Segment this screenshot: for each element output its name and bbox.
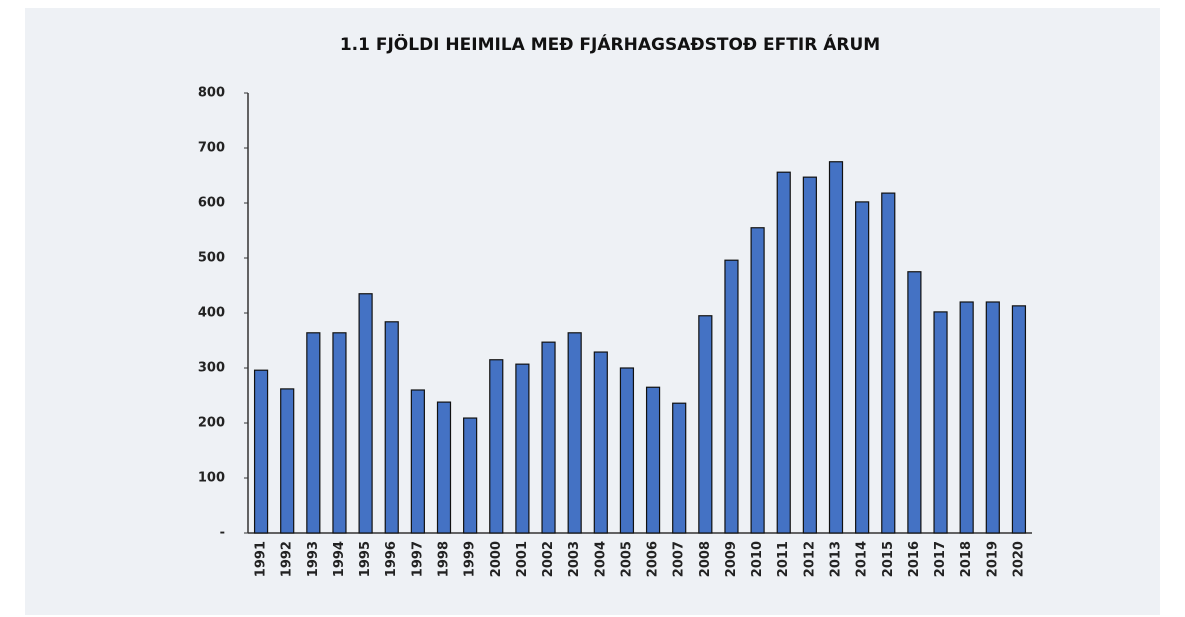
x-tick-label: 2007 [672, 541, 687, 577]
x-tick-label: 2002 [541, 541, 556, 577]
bar [410, 389, 425, 534]
bar [724, 259, 739, 534]
x-tick-label: 2011 [776, 541, 791, 577]
x-tick-label: 2006 [646, 541, 661, 577]
bar [959, 301, 974, 534]
bar [672, 402, 687, 534]
bar [750, 227, 765, 534]
x-tick-label: 2017 [933, 541, 948, 577]
bar [802, 176, 817, 534]
x-tick-label: 2018 [959, 541, 974, 577]
x-tick-label: 2014 [855, 541, 870, 577]
bar [358, 293, 373, 534]
bar [855, 201, 870, 534]
bar [567, 332, 582, 534]
x-tick-label: 2004 [593, 541, 608, 577]
bar [776, 171, 791, 534]
bar [332, 332, 347, 534]
y-tick-label: 800 [198, 86, 225, 101]
y-tick-label: 500 [198, 251, 225, 266]
x-tick-label: 2003 [567, 541, 582, 577]
x-tick-label: 2015 [881, 541, 896, 577]
bar [985, 301, 1000, 534]
bar [384, 321, 399, 534]
bar [463, 417, 478, 534]
y-tick-label: 200 [198, 416, 225, 431]
bar [828, 161, 844, 534]
y-tick-label: 400 [198, 306, 225, 321]
bar [306, 332, 321, 534]
x-tick-label: 2020 [1011, 541, 1026, 577]
x-tick-label: 1998 [437, 541, 452, 577]
bar [933, 311, 948, 534]
x-tick-label: 2012 [802, 541, 817, 577]
x-tick-label: 1994 [332, 541, 347, 577]
x-tick-label: 1999 [463, 541, 478, 577]
y-tick-label: 700 [198, 141, 225, 156]
x-tick-label: 2016 [907, 541, 922, 577]
bar [907, 271, 922, 534]
x-tick-label: 2001 [515, 541, 530, 577]
bar [515, 363, 530, 534]
x-tick-label: 1996 [384, 541, 399, 577]
x-tick-label: 2005 [619, 541, 634, 577]
x-tick-label: 2019 [985, 541, 1000, 577]
bar [698, 315, 713, 534]
y-tick-label: 600 [198, 196, 225, 211]
x-tick-label: 2010 [750, 541, 765, 577]
x-tick-label: 1995 [358, 541, 373, 577]
bar [881, 192, 896, 534]
x-tick-label: 2013 [829, 541, 844, 577]
bar [280, 388, 295, 534]
chart-title: 1.1 FJÖLDI HEIMILA MEÐ FJÁRHAGSAÐSTOÐ EF… [340, 33, 880, 55]
x-tick-label: 2009 [724, 541, 739, 577]
x-tick-label: 2000 [489, 541, 504, 577]
bar [489, 359, 504, 534]
x-tick-label: 1991 [254, 541, 269, 577]
y-tick-label: - [220, 526, 225, 541]
x-tick-label: 1992 [280, 541, 295, 577]
bar [253, 369, 269, 534]
x-tick-label: 2008 [698, 541, 713, 577]
y-tick-label: 100 [198, 471, 225, 486]
y-tick-label: 300 [198, 361, 225, 376]
bar [436, 401, 452, 534]
bar [593, 351, 608, 534]
bar [645, 386, 661, 534]
x-tick-label: 1997 [410, 541, 425, 577]
bar [619, 367, 635, 534]
bar [1011, 305, 1027, 534]
x-tick-label: 1993 [306, 541, 321, 577]
bar [541, 341, 556, 534]
